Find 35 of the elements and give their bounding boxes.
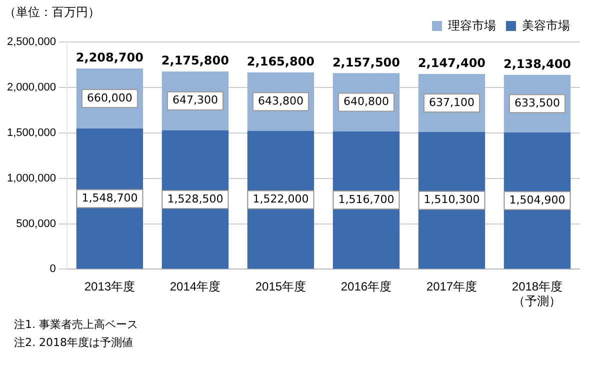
x-tick-label: 2018年度（予測） xyxy=(512,280,563,308)
total-label: 2,175,800 xyxy=(161,54,229,68)
x-tick-label: 2016年度 xyxy=(340,280,392,294)
data-label: 640,800 xyxy=(343,95,389,108)
data-label: 633,500 xyxy=(514,96,560,110)
x-tick-label: 2014年度 xyxy=(170,280,221,294)
total-label: 2,138,400 xyxy=(503,56,572,71)
total-label: 2,165,800 xyxy=(246,54,314,68)
total-label: 2,147,400 xyxy=(418,56,486,70)
legend-label: 美容市場 xyxy=(522,18,570,32)
data-label: 660,000 xyxy=(86,91,132,104)
y-tick-label: 1,000,000 xyxy=(7,172,56,184)
data-label: 1,516,700 xyxy=(338,192,394,206)
data-label: 637,100 xyxy=(428,96,474,109)
text: 注2. 2018年度は予測値 xyxy=(14,335,134,351)
data-label: 1,548,700 xyxy=(82,191,138,204)
y-tick-label: 500,000 xyxy=(16,218,56,230)
total-label: 2,157,500 xyxy=(332,55,400,70)
x-tick-label: 2015年度 xyxy=(255,280,306,294)
data-label: 1,528,500 xyxy=(167,192,224,206)
y-tick-label: 0 xyxy=(50,263,56,276)
data-label: 1,504,900 xyxy=(509,193,566,206)
legend-label: 理容市場 xyxy=(448,18,496,32)
data-label: 643,800 xyxy=(258,94,304,108)
data-label: 1,522,000 xyxy=(252,192,309,206)
data-label: 1,510,300 xyxy=(424,193,480,206)
y-tick-label: 1,500,000 xyxy=(7,126,56,139)
x-tick-label: 2017年度 xyxy=(426,280,478,294)
total-label: 2,208,700 xyxy=(76,50,144,65)
y-tick-label: 2,000,000 xyxy=(7,81,56,94)
text: 注1. 事業者売上高ベース xyxy=(14,317,138,333)
y-axis-title: （単位：百万円） xyxy=(4,4,100,21)
data-label: 647,300 xyxy=(172,94,218,107)
x-tick-label: 2013年度 xyxy=(84,280,136,294)
y-tick-label: 2,500,000 xyxy=(7,36,56,48)
